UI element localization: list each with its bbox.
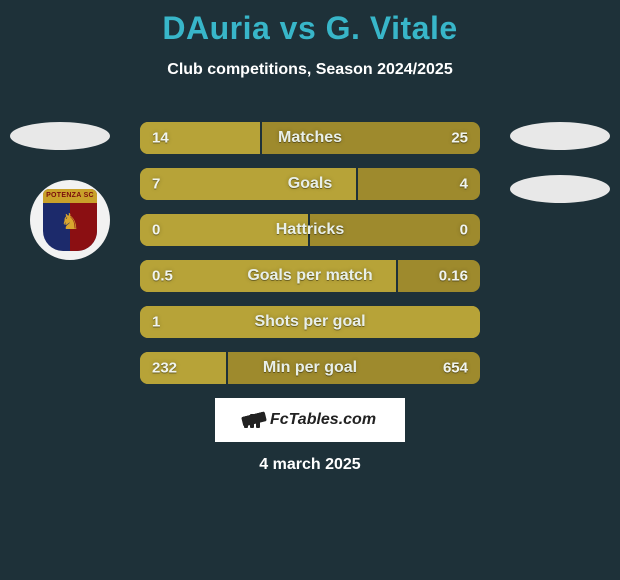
- stat-row: 232654Min per goal: [140, 352, 480, 384]
- stat-label: Goals per match: [140, 267, 480, 285]
- date-label: 4 march 2025: [0, 456, 620, 474]
- team-badge-right-placeholder-2: [510, 175, 610, 203]
- brand-text: FcTables.com: [270, 411, 376, 429]
- stat-row: 00Hattricks: [140, 214, 480, 246]
- stat-bars: 1425Matches 74Goals 00Hattricks 0.50.16Goal…: [140, 122, 480, 398]
- subtitle: Club competitions, Season 2024/2025: [0, 61, 620, 79]
- page-title: DAuria vs G. Vitale: [0, 0, 620, 47]
- stat-label: Shots per goal: [140, 313, 480, 331]
- stat-label: Matches: [140, 129, 480, 147]
- crest-shield: POTENZA SC ♞: [43, 189, 97, 251]
- brand-badge: FcTables.com: [215, 398, 405, 442]
- stat-row: 1425Matches: [140, 122, 480, 154]
- crest-lion-icon: ♞: [60, 211, 80, 233]
- stat-label: Hattricks: [140, 221, 480, 239]
- club-crest: POTENZA SC ♞: [30, 180, 110, 260]
- crest-band-text: POTENZA SC: [43, 189, 97, 203]
- fctables-icon: [244, 412, 264, 428]
- stat-label: Min per goal: [140, 359, 480, 377]
- stat-row: 1Shots per goal: [140, 306, 480, 338]
- comparison-card: DAuria vs G. Vitale Club competitions, S…: [0, 0, 620, 580]
- stat-row: 74Goals: [140, 168, 480, 200]
- team-badge-right-placeholder: [510, 122, 610, 150]
- stat-label: Goals: [140, 175, 480, 193]
- stat-row: 0.50.16Goals per match: [140, 260, 480, 292]
- team-badge-left-placeholder: [10, 122, 110, 150]
